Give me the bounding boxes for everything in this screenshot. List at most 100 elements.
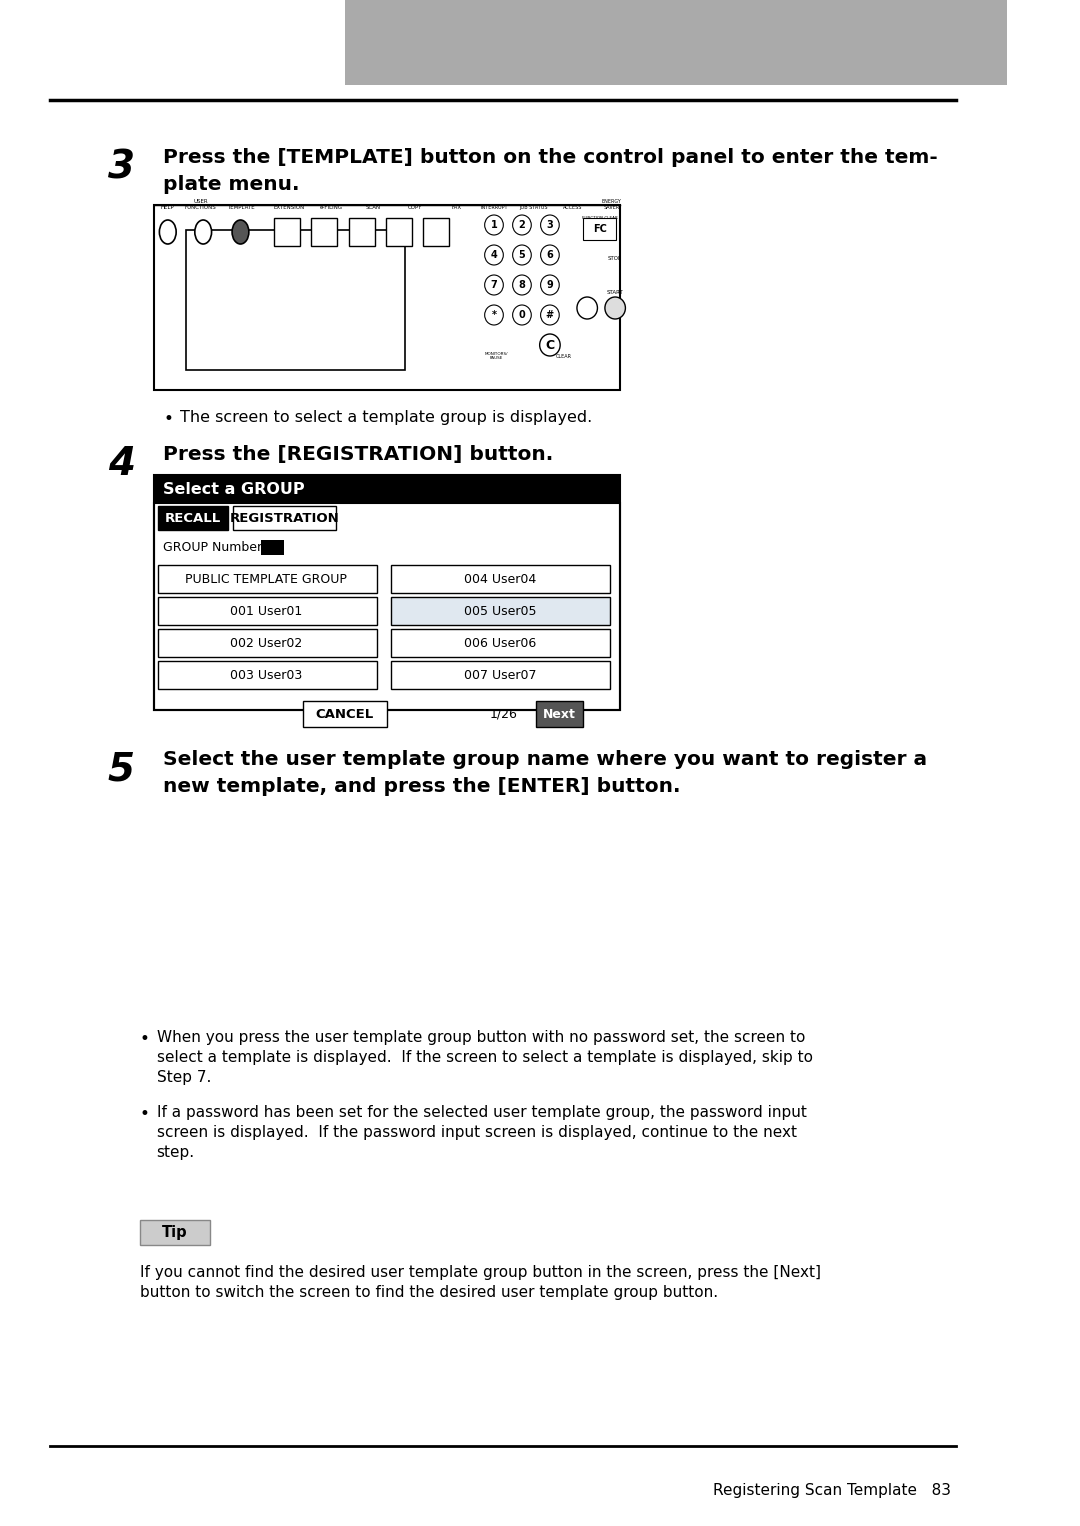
Bar xyxy=(139,1219,210,1245)
Bar xyxy=(391,597,610,626)
Bar xyxy=(159,629,378,658)
Text: CLEAR: CLEAR xyxy=(556,354,572,359)
Text: CANCEL: CANCEL xyxy=(315,708,374,720)
Text: If a password has been set for the selected user template group, the password in: If a password has been set for the selec… xyxy=(157,1105,807,1120)
Bar xyxy=(187,230,405,369)
Text: FAX: FAX xyxy=(451,204,462,211)
Bar xyxy=(345,0,1007,85)
Ellipse shape xyxy=(605,298,625,319)
Text: Next: Next xyxy=(543,708,576,720)
Text: TEMPLATE: TEMPLATE xyxy=(227,204,254,211)
Text: 1: 1 xyxy=(490,220,498,230)
Bar xyxy=(386,218,411,246)
Ellipse shape xyxy=(541,305,559,325)
Bar xyxy=(274,218,300,246)
Ellipse shape xyxy=(540,334,561,356)
Text: Tip: Tip xyxy=(162,1224,187,1239)
Text: COPY: COPY xyxy=(407,204,422,211)
Text: step.: step. xyxy=(157,1144,194,1160)
Text: 006 User06: 006 User06 xyxy=(464,636,537,650)
Text: 003 User03: 003 User03 xyxy=(230,668,301,682)
Bar xyxy=(391,629,610,658)
Text: JOB STATUS: JOB STATUS xyxy=(518,204,548,211)
Bar xyxy=(536,700,582,726)
Text: ACCESS: ACCESS xyxy=(563,204,582,211)
Text: REGISTRATION: REGISTRATION xyxy=(229,511,339,525)
Text: 002 User02: 002 User02 xyxy=(230,636,301,650)
Ellipse shape xyxy=(485,215,503,235)
Text: INTERRUPT: INTERRUPT xyxy=(481,204,508,211)
Ellipse shape xyxy=(541,246,559,266)
Text: 7: 7 xyxy=(490,279,498,290)
Ellipse shape xyxy=(232,220,248,244)
Text: FUNCTION CLEAR: FUNCTION CLEAR xyxy=(582,217,618,220)
Text: 3: 3 xyxy=(108,148,135,186)
Text: 4: 4 xyxy=(108,446,135,484)
Text: 4: 4 xyxy=(490,250,498,259)
Text: Registering Scan Template   83: Registering Scan Template 83 xyxy=(713,1482,950,1497)
Text: USER
FUNCTIONS: USER FUNCTIONS xyxy=(185,200,216,211)
Bar xyxy=(159,661,378,690)
Ellipse shape xyxy=(485,275,503,295)
Text: select a template is displayed.  If the screen to select a template is displayed: select a template is displayed. If the s… xyxy=(157,1050,812,1065)
Text: new template, and press the [ENTER] button.: new template, and press the [ENTER] butt… xyxy=(163,777,680,797)
Text: The screen to select a template group is displayed.: The screen to select a template group is… xyxy=(180,410,592,426)
Text: STOP: STOP xyxy=(608,255,622,261)
Ellipse shape xyxy=(577,298,597,319)
Bar xyxy=(153,475,620,710)
Text: Select the user template group name where you want to register a: Select the user template group name wher… xyxy=(163,749,928,769)
Text: 5: 5 xyxy=(518,250,525,259)
Bar xyxy=(153,504,620,710)
Text: If you cannot find the desired user template group button in the screen, press t: If you cannot find the desired user temp… xyxy=(139,1265,821,1280)
Text: 0: 0 xyxy=(518,310,525,320)
Text: e-FILING: e-FILING xyxy=(320,204,342,211)
Text: 9: 9 xyxy=(546,279,553,290)
Text: •: • xyxy=(139,1105,150,1123)
Ellipse shape xyxy=(485,305,503,325)
Text: *: * xyxy=(491,310,497,320)
Text: 007 User07: 007 User07 xyxy=(464,668,537,682)
Ellipse shape xyxy=(513,275,531,295)
Bar xyxy=(233,507,336,530)
Bar xyxy=(159,597,378,626)
Text: When you press the user template group button with no password set, the screen t: When you press the user template group b… xyxy=(157,1030,805,1045)
Text: •: • xyxy=(163,410,173,427)
Bar xyxy=(153,204,620,391)
Text: •: • xyxy=(139,1030,150,1048)
Text: C: C xyxy=(545,339,554,351)
Text: SCAN: SCAN xyxy=(365,204,380,211)
Text: 3: 3 xyxy=(546,220,553,230)
Bar xyxy=(302,700,387,726)
Text: 004 User04: 004 User04 xyxy=(464,572,537,586)
Text: 001 User01: 001 User01 xyxy=(230,604,301,618)
Text: screen is displayed.  If the password input screen is displayed, continue to the: screen is displayed. If the password inp… xyxy=(157,1125,797,1140)
Bar xyxy=(349,218,375,246)
Text: 5: 5 xyxy=(108,749,135,787)
Text: 6: 6 xyxy=(546,250,553,259)
Ellipse shape xyxy=(513,246,531,266)
Bar xyxy=(583,218,616,240)
Text: RECALL: RECALL xyxy=(165,511,221,525)
Text: plate menu.: plate menu. xyxy=(163,175,299,194)
Text: Press the [REGISTRATION] button.: Press the [REGISTRATION] button. xyxy=(163,446,553,464)
Ellipse shape xyxy=(194,220,212,244)
Text: 1/26: 1/26 xyxy=(489,708,517,720)
Text: Select a GROUP: Select a GROUP xyxy=(163,482,305,496)
Bar xyxy=(159,507,228,530)
Text: Press the [TEMPLATE] button on the control panel to enter the tem-: Press the [TEMPLATE] button on the contr… xyxy=(163,148,937,166)
Ellipse shape xyxy=(485,246,503,266)
Text: #: # xyxy=(545,310,554,320)
Text: ENERGY
SAVER: ENERGY SAVER xyxy=(602,200,621,211)
Bar xyxy=(391,661,610,690)
Ellipse shape xyxy=(541,215,559,235)
Text: HELP: HELP xyxy=(161,204,175,211)
Bar xyxy=(153,475,620,504)
Ellipse shape xyxy=(513,215,531,235)
Text: EXTENSION: EXTENSION xyxy=(273,204,305,211)
Ellipse shape xyxy=(160,220,176,244)
Text: Step 7.: Step 7. xyxy=(157,1070,211,1085)
Ellipse shape xyxy=(513,305,531,325)
Text: GROUP Number: GROUP Number xyxy=(163,540,262,554)
Text: 8: 8 xyxy=(518,279,525,290)
Text: FC: FC xyxy=(593,224,607,233)
